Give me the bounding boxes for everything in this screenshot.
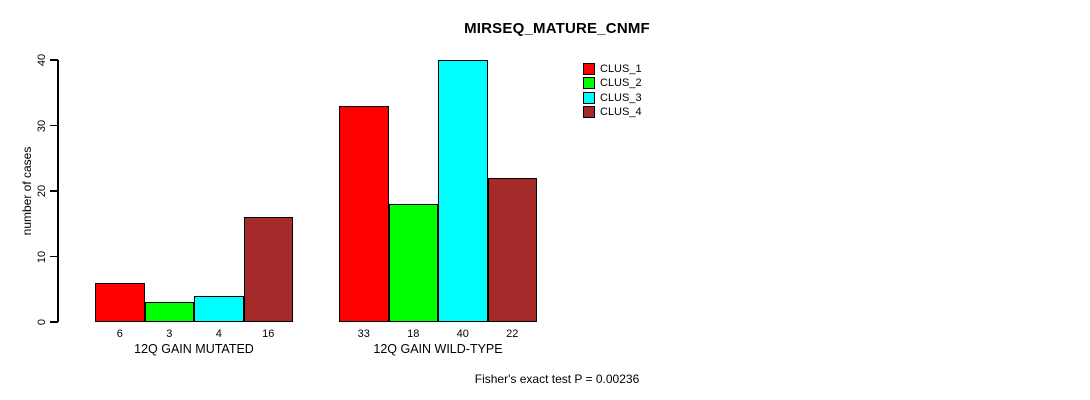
y-tick-mark xyxy=(50,321,58,323)
y-axis-label: number of cases xyxy=(20,146,34,236)
bar-value-label: 3 xyxy=(166,328,173,340)
bar-clus_3-group2 xyxy=(438,60,488,322)
bar-value-label: 6 xyxy=(116,328,123,340)
legend-label: CLUS_2 xyxy=(600,77,642,90)
legend-swatch xyxy=(583,91,595,104)
legend-label: CLUS_3 xyxy=(600,91,642,104)
bar-clus_4-group1 xyxy=(243,217,293,322)
group-label: 12Q GAIN MUTATED xyxy=(134,342,254,356)
bar-value-label: 18 xyxy=(407,328,420,340)
y-tick-mark xyxy=(50,255,58,258)
bar-clus_1-group2 xyxy=(339,105,389,322)
bar-clus_4-group2 xyxy=(487,177,537,322)
y-tick-mark xyxy=(50,59,58,61)
chart-title: MIRSEQ_MATURE_CNMF xyxy=(464,20,650,37)
bar-value-label: 22 xyxy=(506,328,519,340)
legend-label: CLUS_1 xyxy=(600,63,642,75)
legend-swatch xyxy=(583,63,595,75)
bar-value-label: 33 xyxy=(357,328,370,340)
legend-label: CLUS_4 xyxy=(600,105,642,118)
y-tick-label: 20 xyxy=(36,184,48,198)
bar-clus_2-group1 xyxy=(144,302,194,322)
legend-swatch xyxy=(583,77,595,90)
footer-stat-text: Fisher's exact test P = 0.00236 xyxy=(474,372,640,386)
y-tick-mark xyxy=(50,190,58,192)
group-label: 12Q GAIN WILD-TYPE xyxy=(373,342,503,356)
bar-clus_2-group2 xyxy=(388,204,438,322)
y-tick-label: 0 xyxy=(36,318,48,326)
bar-clus_3-group1 xyxy=(194,295,244,322)
y-tick-label: 30 xyxy=(36,119,48,132)
bar-clus_1-group1 xyxy=(95,282,145,322)
legend-swatch xyxy=(583,105,595,118)
bar-value-label: 40 xyxy=(456,328,469,340)
bar-value-label: 4 xyxy=(215,328,222,340)
y-tick-label: 40 xyxy=(36,53,48,67)
y-tick-mark xyxy=(50,124,58,127)
bar-value-label: 16 xyxy=(262,328,275,340)
y-tick-label: 10 xyxy=(36,250,48,263)
